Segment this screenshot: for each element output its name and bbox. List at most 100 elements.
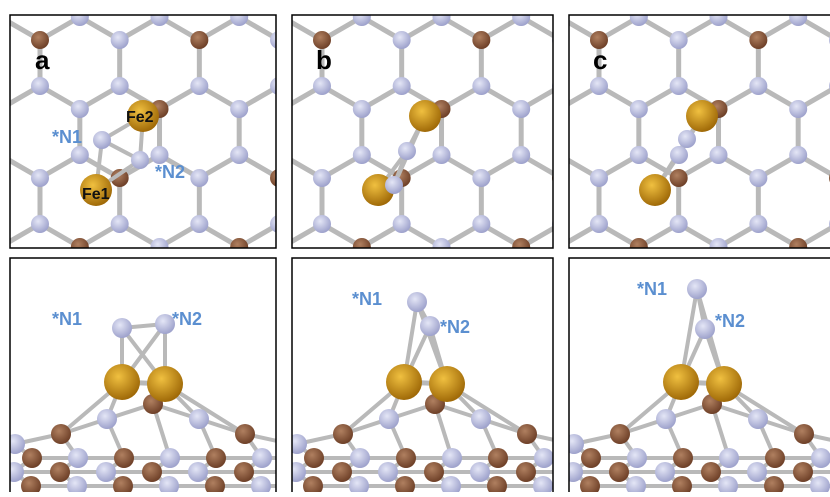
C-atom xyxy=(610,424,630,444)
panel-label: c xyxy=(593,45,607,75)
bond xyxy=(478,362,518,385)
N-atom xyxy=(160,448,180,468)
bond xyxy=(80,293,120,316)
bond xyxy=(279,293,319,316)
N-atom xyxy=(469,238,487,256)
panel-label: b xyxy=(316,45,332,75)
N-atom xyxy=(393,307,411,325)
N-atom xyxy=(510,307,528,325)
bond xyxy=(438,293,478,316)
N-atom xyxy=(751,146,769,164)
C-atom xyxy=(0,100,9,118)
N-atom xyxy=(188,462,208,482)
bond xyxy=(758,293,798,316)
C-atom xyxy=(51,424,71,444)
C-atom xyxy=(552,169,570,187)
C-atom xyxy=(431,31,449,49)
N-atom xyxy=(350,215,368,233)
C-atom xyxy=(751,100,769,118)
N-atom xyxy=(510,215,528,233)
N-atom xyxy=(711,215,729,233)
structures xyxy=(0,0,830,492)
N-atom xyxy=(233,307,251,325)
atom-label: *N1 xyxy=(52,127,82,147)
N-atom xyxy=(791,353,809,371)
C-atom xyxy=(791,31,809,49)
N-atom xyxy=(789,376,807,394)
Fe-atom xyxy=(686,100,718,132)
bond xyxy=(559,293,599,316)
N-atom xyxy=(114,8,132,26)
C-atom xyxy=(711,169,729,187)
C-atom xyxy=(509,31,527,49)
N-atom xyxy=(131,151,149,169)
C-atom xyxy=(632,31,650,49)
bond xyxy=(479,293,519,316)
N-atom xyxy=(748,409,768,429)
N-atom xyxy=(154,215,172,233)
atom-label: *N1 xyxy=(637,279,667,299)
N-atom xyxy=(96,462,116,482)
C-atom xyxy=(71,238,89,256)
bond xyxy=(601,362,641,385)
N-atom xyxy=(627,448,647,468)
N-atom xyxy=(789,284,807,302)
bond xyxy=(282,362,322,385)
C-atom xyxy=(304,448,324,468)
N-atom xyxy=(655,462,675,482)
N-atom xyxy=(379,409,399,429)
N-atom xyxy=(469,284,487,302)
atom-label: *N2 xyxy=(155,162,185,182)
N-atom xyxy=(789,8,807,26)
N-atom xyxy=(672,8,690,26)
C-atom xyxy=(313,307,331,325)
C-atom xyxy=(472,307,490,325)
N-atom xyxy=(193,8,211,26)
N-atom xyxy=(510,77,528,95)
N-atom xyxy=(111,77,129,95)
N-atom xyxy=(71,8,89,26)
N-atom xyxy=(630,8,648,26)
bond xyxy=(558,293,598,316)
bond xyxy=(518,293,558,316)
N-atom xyxy=(230,8,248,26)
C-atom xyxy=(517,424,537,444)
C-atom xyxy=(193,238,211,256)
N-atom xyxy=(552,31,570,49)
C-atom xyxy=(509,307,527,325)
C-atom xyxy=(609,462,629,482)
C-atom xyxy=(470,238,488,256)
N-atom xyxy=(672,284,690,302)
N-atom xyxy=(233,353,251,371)
bond xyxy=(599,293,639,316)
N-atom xyxy=(310,284,328,302)
N-atom xyxy=(310,146,328,164)
N-atom xyxy=(552,77,570,95)
N-atom xyxy=(469,8,487,26)
N-atom xyxy=(472,353,490,371)
atom-label: *N1 xyxy=(352,289,382,309)
N-atom xyxy=(151,284,169,302)
N-atom xyxy=(230,146,248,164)
N-atom xyxy=(670,146,688,164)
N-atom xyxy=(0,284,9,302)
N-atom xyxy=(252,448,272,468)
N-atom xyxy=(564,434,584,454)
C-atom xyxy=(50,462,70,482)
N-atom xyxy=(390,8,408,26)
bond xyxy=(598,293,638,316)
N-atom xyxy=(630,100,648,118)
N-atom xyxy=(549,376,567,394)
N-atom xyxy=(534,448,554,468)
N-atom xyxy=(433,284,451,302)
bond xyxy=(0,293,40,316)
N-atom xyxy=(351,31,369,49)
N-atom xyxy=(431,169,449,187)
Fe-atom xyxy=(147,366,183,402)
N-atom xyxy=(710,146,728,164)
N-atom xyxy=(313,169,331,187)
N-atom xyxy=(4,462,24,482)
N-atom xyxy=(632,77,650,95)
C-atom xyxy=(793,462,813,482)
N-atom xyxy=(71,146,89,164)
